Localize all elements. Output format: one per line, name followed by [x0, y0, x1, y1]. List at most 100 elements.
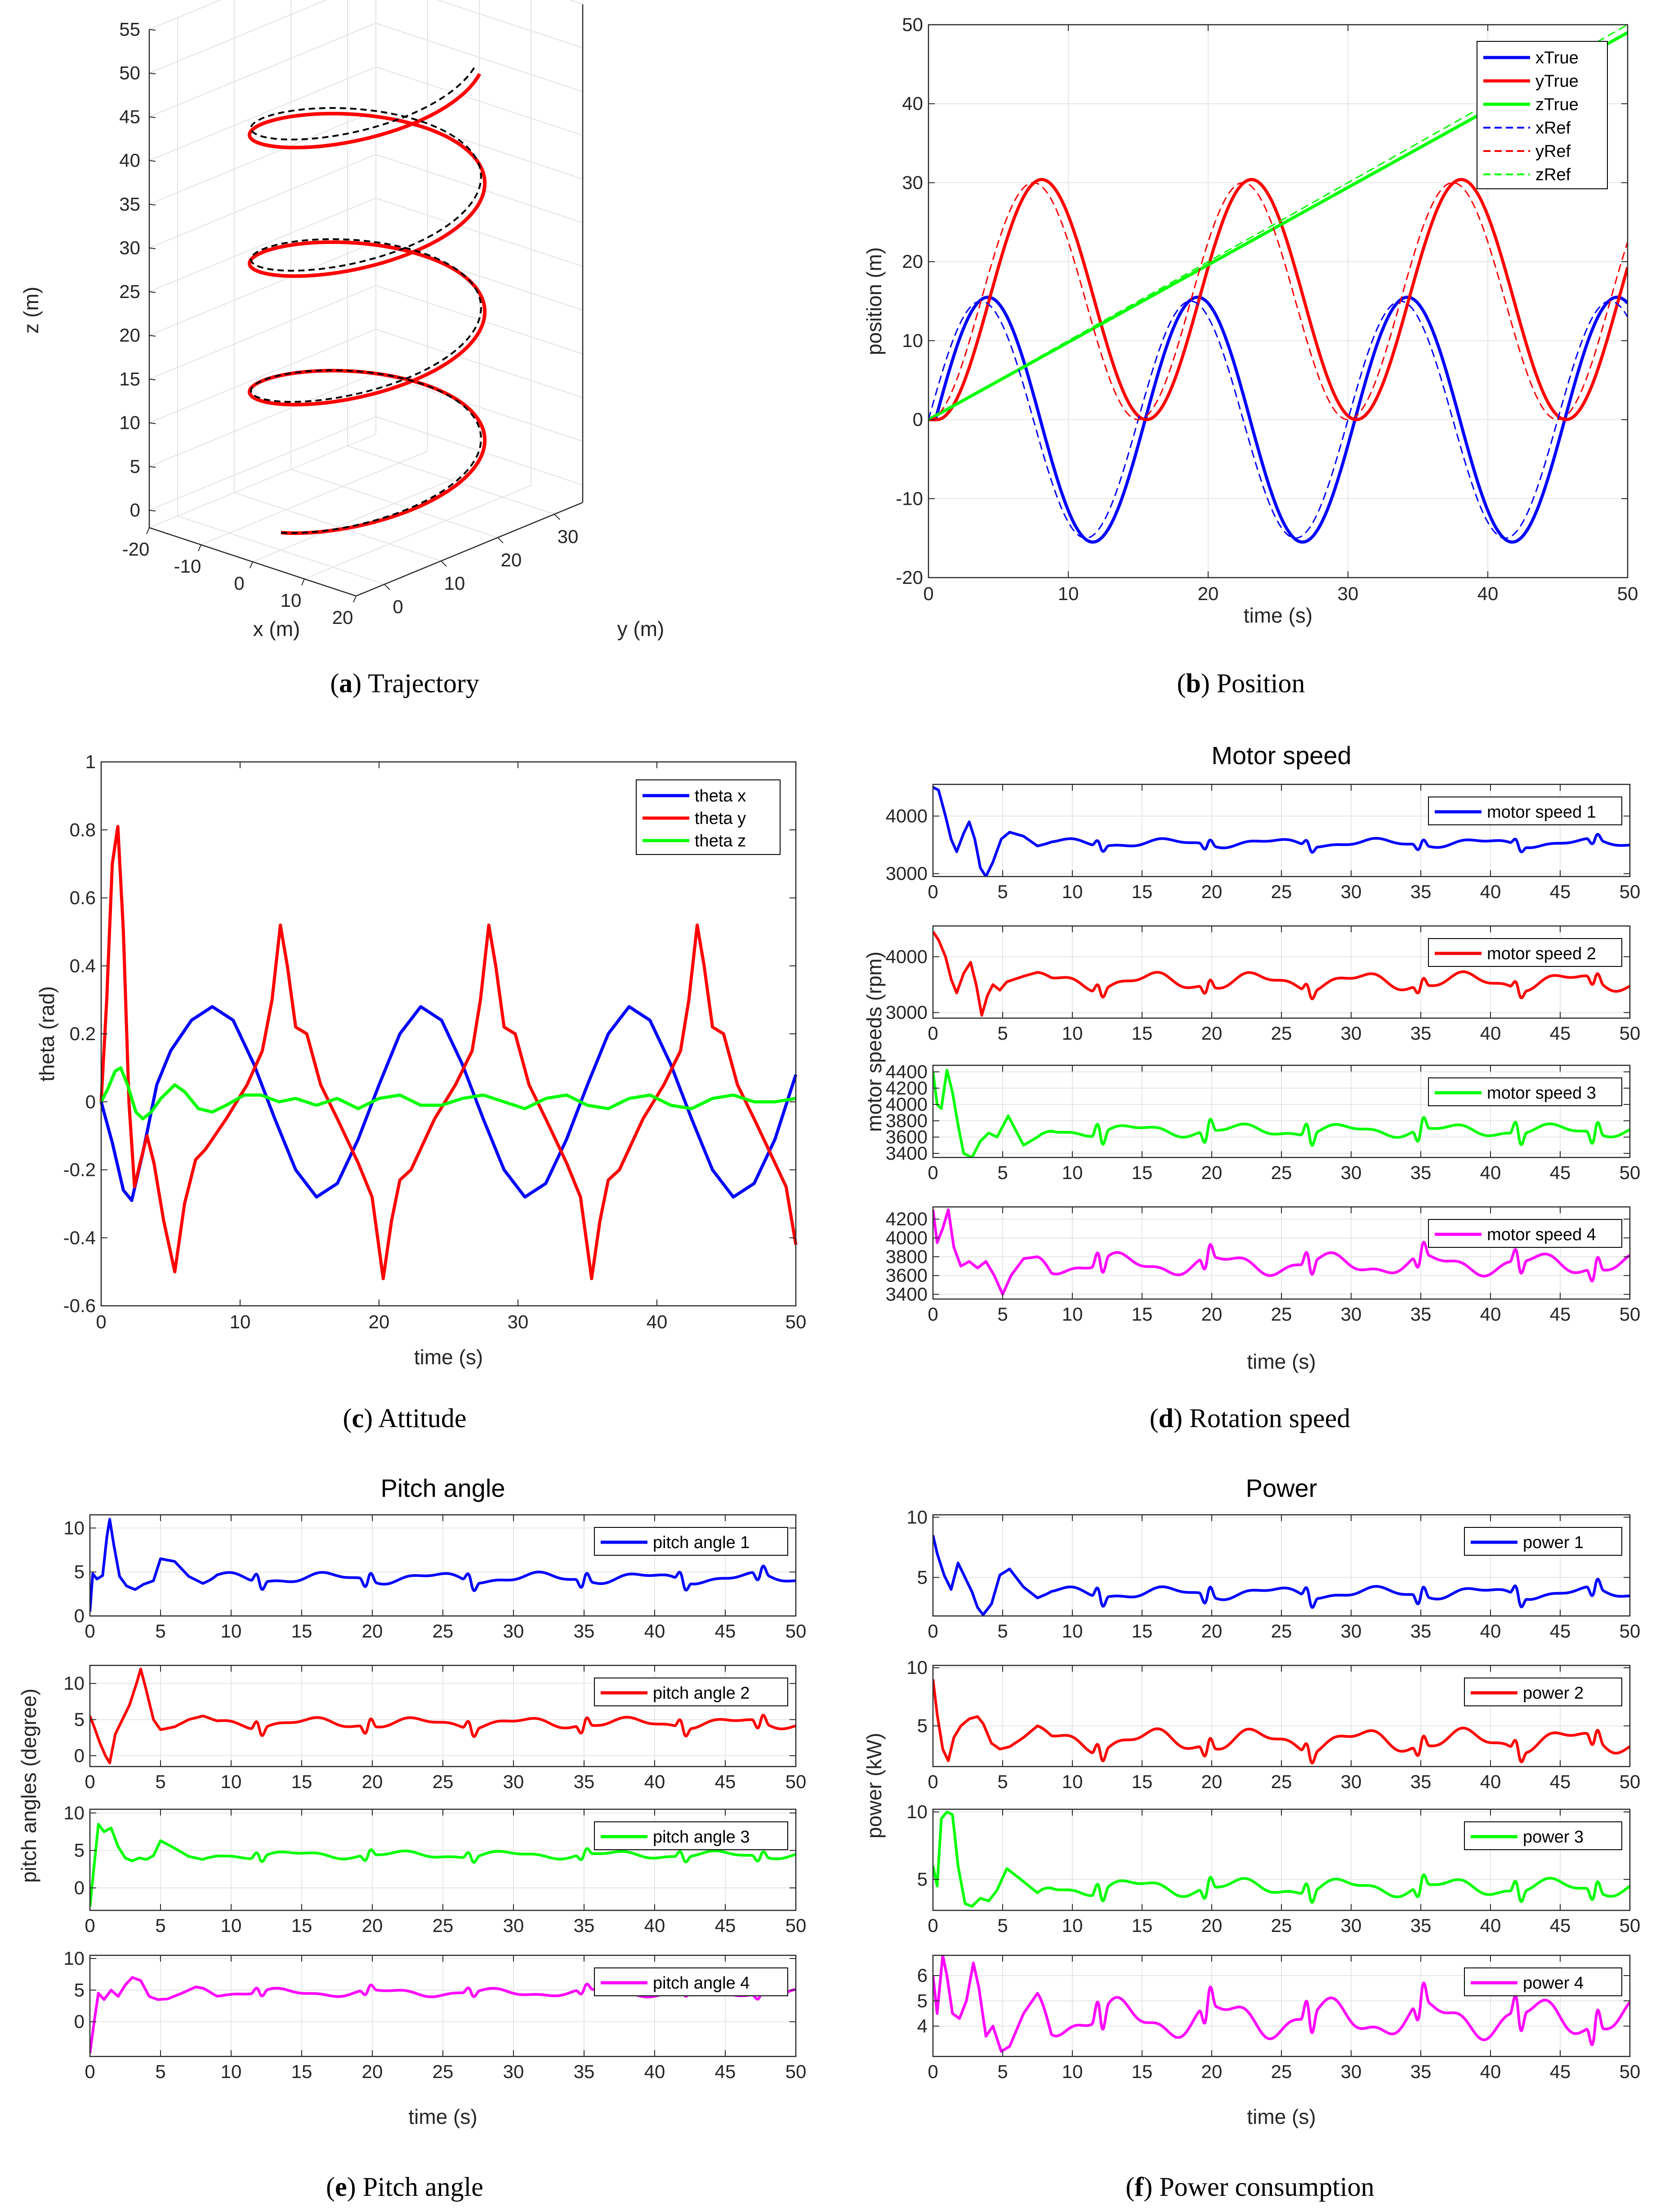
a-ztick-label-2: 10	[119, 412, 140, 433]
a-xtick-1	[198, 544, 201, 552]
e-series-pitch-angle-2	[90, 1668, 796, 1764]
d-sub3-xtick-label-2: 10	[1062, 1162, 1083, 1183]
c-xtick-label-5: 50	[785, 1311, 807, 1332]
c-ylabel: theta (rad)	[35, 986, 58, 1082]
a-xtick-4	[353, 596, 357, 603]
b-series-yTrue	[928, 178, 1628, 422]
e-sub4-ytick-label-0: 0	[74, 2011, 85, 2032]
d-sub4-xtick-label-2: 10	[1062, 1304, 1083, 1325]
e-sub3-xtick-label-1: 5	[155, 1915, 165, 1936]
e-sub2-xtick-label-2: 10	[221, 1771, 242, 1792]
d-sub2-xtick-label-1: 5	[997, 1023, 1008, 1044]
e-sub2-xtick-label-1: 5	[155, 1771, 165, 1792]
e-sub4-xtick-label-0: 0	[85, 2061, 95, 2082]
d-sub2-xtick-label-0: 0	[928, 1023, 938, 1044]
e-sub3-ytick-label-2: 10	[63, 1802, 85, 1823]
e-sub3-xtick-label-5: 25	[433, 1915, 454, 1936]
a-ytick-1	[441, 561, 447, 567]
a-wall-grid-z-2	[149, 329, 583, 423]
e-sub1-xtick-label-6: 30	[503, 1620, 524, 1642]
d-sub1-xtick-label-0: 0	[928, 881, 938, 902]
f-sub4-xtick-label-4: 20	[1201, 2061, 1223, 2082]
f-xlabel: time (s)	[1247, 2105, 1316, 2128]
f-sub3-xtick-label-2: 10	[1062, 1915, 1083, 1936]
e-sub1-ytick-label-0: 0	[74, 1605, 85, 1626]
f-sub3-xtick-label-9: 45	[1550, 1915, 1571, 1936]
d-sub2-xtick-label-6: 30	[1341, 1023, 1362, 1044]
panel-c-attitude: 0 10 20 30 40 50 -0.6 -0.4 -0.2 0 0.2 0.4 0.6 0.8 1 tim…	[35, 751, 806, 1369]
f-sub3-xtick-label-7: 35	[1410, 1915, 1432, 1936]
e-sub3-xtick-label-7: 35	[574, 1915, 595, 1936]
c-ytick-label-7: 0.8	[70, 819, 96, 840]
c-ytick-label-6: 0.6	[70, 887, 96, 908]
e-sub4-xtick-label-7: 35	[574, 2061, 595, 2082]
d-sub4-xtick-label-3: 15	[1132, 1304, 1153, 1325]
d-sub2-xtick-label-5: 25	[1271, 1023, 1292, 1044]
captions: (a) Trajectory (b) Position (c) Attitude…	[326, 668, 1374, 2202]
e-sub2-ytick-label-2: 10	[63, 1673, 85, 1694]
f-sub4-xtick-label-8: 40	[1480, 2061, 1501, 2082]
a-ztick-label-4: 20	[119, 325, 140, 346]
d-sub3-xtick-label-9: 45	[1550, 1162, 1571, 1183]
d-sub4-xtick-label-10: 50	[1620, 1304, 1641, 1325]
a-xtick-label-4: 20	[332, 607, 353, 628]
f-sub4-xtick-label-6: 30	[1341, 2061, 1362, 2082]
f-sub4-xtick-label-1: 5	[997, 2061, 1008, 2082]
a-floor-grid-x-0	[149, 433, 376, 528]
e-sub3-xtick-label-4: 20	[362, 1915, 383, 1936]
e-sub4-xtick-label-3: 15	[291, 2061, 312, 2082]
d-sub2-ytick-label-1: 4000	[886, 946, 928, 967]
d-sub3-ytick-label-2: 3800	[886, 1110, 928, 1131]
e-sub4-xtick-label-9: 45	[715, 2061, 736, 2082]
b-series-xRef	[928, 300, 1628, 539]
a-wall-grid-z-6	[149, 154, 583, 249]
a-xtick-0	[146, 527, 150, 534]
d-series-motor-speed-3	[933, 1068, 1630, 1157]
f-sub4-xtick-label-5: 25	[1271, 2061, 1292, 2082]
b-xtick-label-4: 40	[1477, 583, 1499, 604]
caption-e: (e) Pitch angle	[326, 2172, 483, 2202]
e-sub1-xtick-label-5: 25	[433, 1620, 454, 1642]
a-wall-grid-z-1	[149, 372, 583, 467]
e-sub4-xtick-label-2: 10	[221, 2061, 242, 2082]
a-box-edge-1	[356, 502, 583, 597]
d-sub1-xtick-label-10: 50	[1620, 881, 1641, 902]
e-sub2-xtick-label-0: 0	[85, 1771, 95, 1792]
f-sub2-xtick-label-6: 30	[1341, 1771, 1362, 1792]
a-wall-grid-z-0	[149, 416, 583, 511]
b-ytick-label-7: 50	[902, 14, 923, 35]
f-sub4-xtick-label-7: 35	[1410, 2061, 1432, 2082]
f-sub3-xtick-label-5: 25	[1271, 1915, 1292, 1936]
d-sub4-xtick-label-1: 5	[997, 1304, 1008, 1325]
f-series-power-4	[933, 1955, 1630, 2053]
d-series-motor-speed-2	[933, 930, 1630, 1017]
d-sub1-xtick-label-3: 15	[1132, 881, 1153, 902]
d-series-motor-speed-4	[933, 1208, 1630, 1296]
d-sub3-ytick-label-4: 4200	[886, 1077, 928, 1099]
f-sub4-ytick-label-1: 5	[917, 1990, 928, 2011]
e-sub1-xtick-label-4: 20	[362, 1620, 383, 1642]
a-ztick-11	[149, 29, 156, 31]
e-sub4-xtick-label-4: 20	[362, 2061, 383, 2082]
f-series-power-2	[933, 1679, 1630, 1765]
a-floor-grid-y-2	[290, 468, 498, 538]
f-sub4-ytick-label-0: 4	[917, 2016, 928, 2037]
a-box-edge-4	[149, 0, 222, 30]
b-xtick-label-0: 0	[923, 583, 933, 604]
f-sub3-xtick-label-0: 0	[928, 1915, 938, 1936]
d-sub2-ytick-label-0: 3000	[886, 1002, 928, 1023]
f-sub2-xtick-label-9: 45	[1550, 1771, 1571, 1792]
e-sub2-ytick-label-0: 0	[74, 1745, 85, 1766]
b-xtick-label-3: 30	[1338, 583, 1359, 604]
a-floor-grid-y-1	[234, 492, 442, 561]
d-sub2-xtick-label-7: 35	[1410, 1023, 1432, 1044]
f-sub2-xtick-label-1: 5	[997, 1771, 1008, 1792]
c-xtick-label-1: 10	[230, 1311, 251, 1332]
e-sub2-xtick-label-8: 40	[644, 1771, 665, 1792]
a-xtick-2	[250, 561, 253, 569]
e-sub3-xtick-label-9: 45	[715, 1915, 736, 1936]
f-sub4-xtick-label-2: 10	[1062, 2061, 1083, 2082]
a-floor-grid-x-1	[201, 450, 428, 545]
